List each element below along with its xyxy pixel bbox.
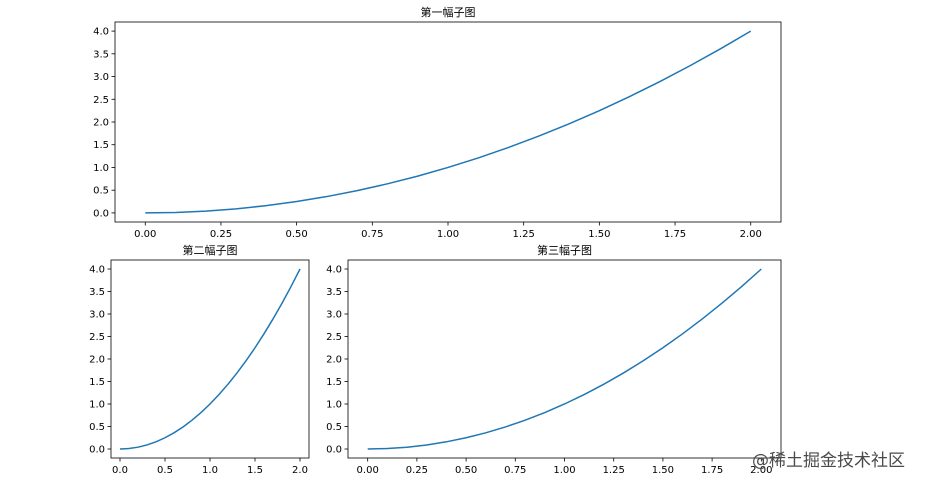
axes-frame <box>347 259 782 459</box>
y-tick-label: 0.5 <box>93 186 109 197</box>
y-tick-label: 0.0 <box>89 445 105 456</box>
x-tick-label: 0.25 <box>406 465 428 476</box>
series-line-0 <box>145 30 752 214</box>
x-tick-label: 1.25 <box>513 229 535 240</box>
x-tick-label: 0.5 <box>157 465 173 476</box>
y-tick-label: 0.5 <box>326 422 342 433</box>
y-tick-label: 0.0 <box>93 208 109 219</box>
y-tick-label: 3.5 <box>89 287 105 298</box>
y-tick-label: 0.5 <box>89 422 105 433</box>
x-tick-label: 0.00 <box>134 229 156 240</box>
x-tick-label: 2.00 <box>740 229 762 240</box>
x-tick-label: 1.25 <box>603 465 625 476</box>
x-tick-label: 1.50 <box>652 465 674 476</box>
y-tick-label: 1.0 <box>89 400 105 411</box>
x-tick-label: 0.50 <box>455 465 477 476</box>
y-tick-label: 1.5 <box>89 377 105 388</box>
y-tick-label: 1.5 <box>93 140 109 151</box>
x-tick-label: 1.0 <box>202 465 218 476</box>
x-tick-label: 0.75 <box>361 229 383 240</box>
subplot-bottom-left: 0.0 0.5 1.0 1.5 2.0 0.0 0.5 1.0 1.5 2.0 2.5 3.0 3.5 4… <box>89 243 310 476</box>
y-tick-label: 0.0 <box>326 445 342 456</box>
y-tick-label: 3.5 <box>93 49 109 60</box>
y-tick-label: 2.0 <box>93 118 109 129</box>
y-tick-label: 2.5 <box>326 332 342 343</box>
x-tick-label: 2.00 <box>750 465 772 476</box>
x-tick-label: 1.50 <box>588 229 610 240</box>
x-tick-label: 1.75 <box>701 465 723 476</box>
series-line-0 <box>119 268 301 450</box>
axes-frame <box>114 21 782 223</box>
x-tick-label: 1.00 <box>553 465 575 476</box>
y-tick-label: 3.0 <box>326 310 342 321</box>
x-tick-label: 0.75 <box>504 465 526 476</box>
y-tick-label: 1.0 <box>326 400 342 411</box>
y-tick-label: 4.0 <box>93 27 109 38</box>
series-line-0 <box>367 268 762 450</box>
x-tick-label: 1.75 <box>664 229 686 240</box>
x-tick-label: 0.50 <box>286 229 308 240</box>
subplot-bottom-right: 0.00 0.25 0.50 0.75 1.00 1.25 1.50 1.75 2.00 0.0 0… <box>326 243 782 476</box>
y-tick-label: 3.0 <box>89 310 105 321</box>
x-tick-label: 0.00 <box>357 465 379 476</box>
x-tick-label: 1.00 <box>437 229 459 240</box>
y-tick-label: 4.0 <box>89 265 105 276</box>
y-tick-label: 1.0 <box>93 163 109 174</box>
x-tick-label: 0.25 <box>210 229 232 240</box>
y-tick-label: 3.5 <box>326 287 342 298</box>
subplot-title: 第三幅子图 <box>537 243 592 257</box>
y-tick-label: 2.5 <box>93 95 109 106</box>
subplot-title: 第二幅子图 <box>183 243 238 257</box>
x-tick-label: 0.0 <box>112 465 128 476</box>
axes-frame <box>110 259 310 459</box>
y-tick-label: 2.5 <box>89 332 105 343</box>
y-tick-label: 4.0 <box>326 265 342 276</box>
x-tick-label: 1.5 <box>247 465 263 476</box>
subplot-top: 0.00 0.25 0.50 0.75 1.00 1.25 1.50 1.75 2.00 0.0 0… <box>93 5 782 240</box>
y-tick-label: 1.5 <box>326 377 342 388</box>
y-tick-label: 2.0 <box>326 355 342 366</box>
y-tick-label: 3.0 <box>93 72 109 83</box>
x-tick-label: 2.0 <box>292 465 308 476</box>
watermark-text: @稀土掘金技术社区 <box>752 451 905 471</box>
y-tick-label: 2.0 <box>89 355 105 366</box>
subplot-title: 第一幅子图 <box>421 5 476 19</box>
